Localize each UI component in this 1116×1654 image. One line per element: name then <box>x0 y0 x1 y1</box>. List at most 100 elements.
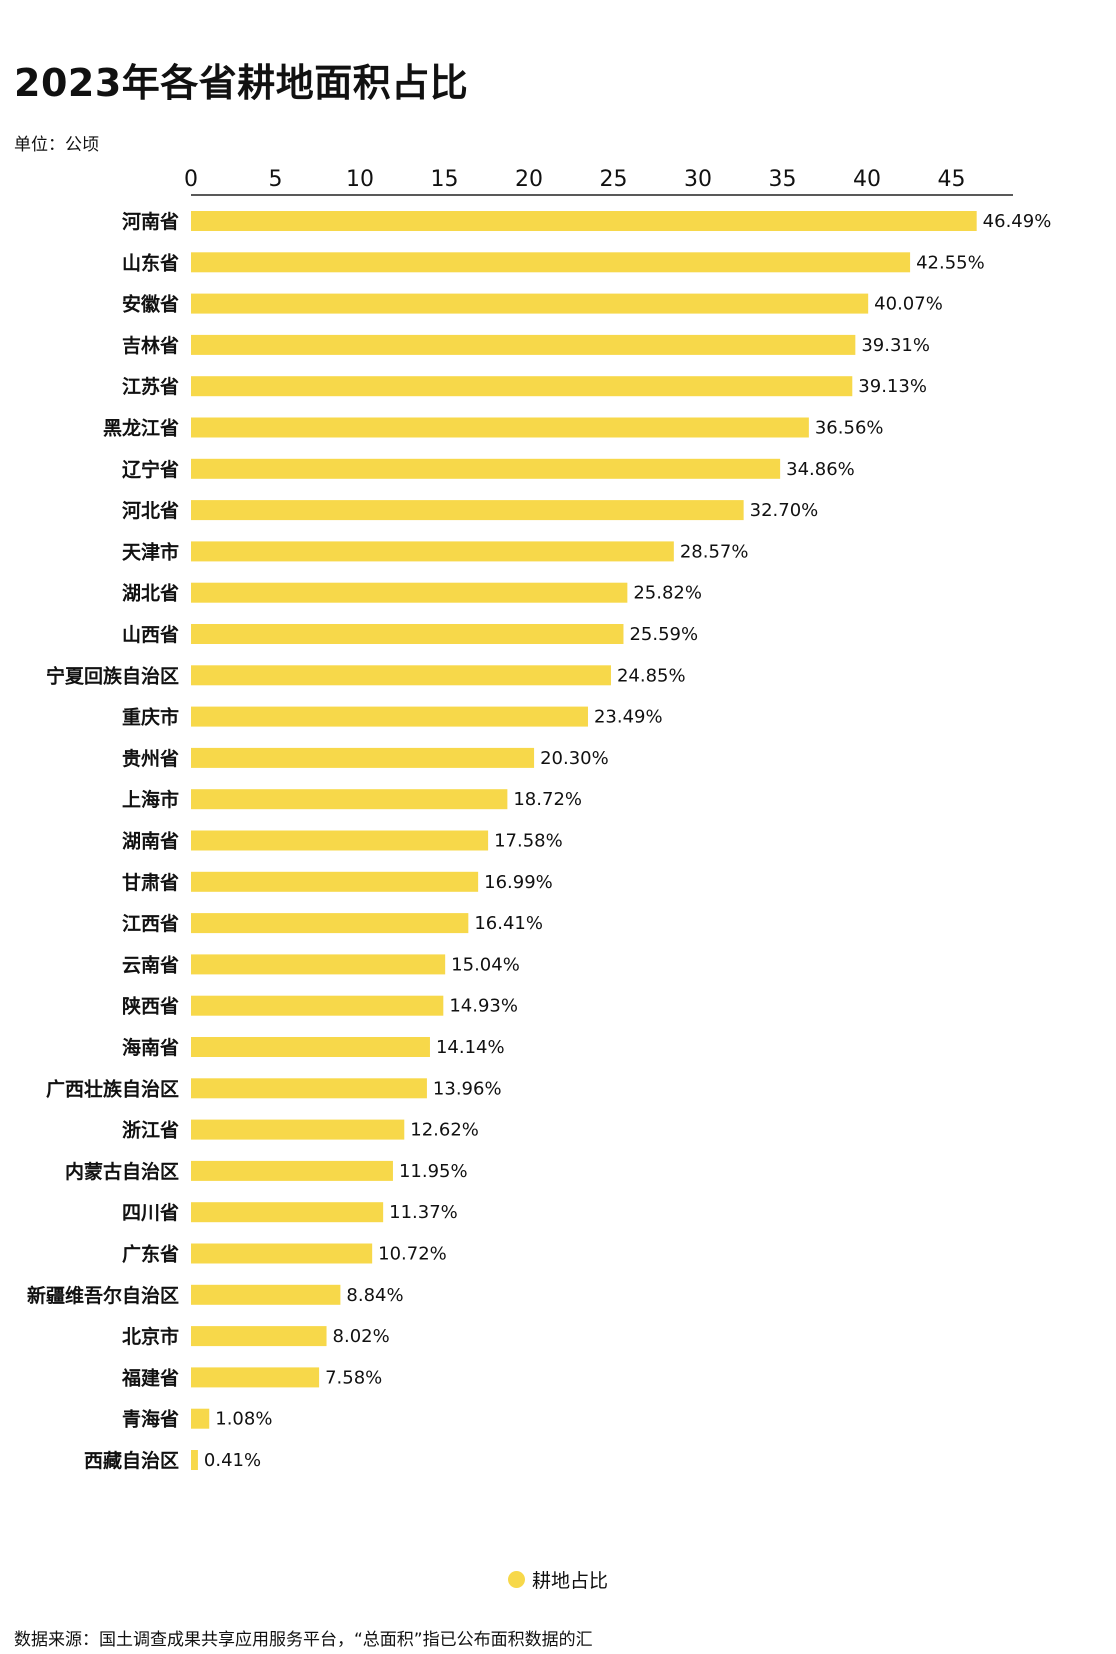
category-label: 内蒙古自治区 <box>65 1160 179 1183</box>
category-label: 河北省 <box>122 500 179 522</box>
bar <box>191 995 444 1016</box>
bar <box>191 541 674 562</box>
category-label: 湖北省 <box>122 583 179 605</box>
value-label: 32.70% <box>750 500 819 521</box>
category-label: 陕西省 <box>122 995 179 1018</box>
value-label: 39.31% <box>861 335 930 356</box>
value-label: 34.86% <box>786 459 855 480</box>
category-label: 湖南省 <box>122 831 179 853</box>
category-label: 安徽省 <box>122 293 179 316</box>
legend: 耕地占比 <box>0 1566 1116 1593</box>
bar <box>191 830 489 851</box>
bar <box>191 458 781 479</box>
bar <box>191 1037 430 1057</box>
source-note: 数据来源：国土调查成果共享应用服务平台，“总面积”指已公布面积数据的汇 <box>14 1630 593 1650</box>
category-label: 山东省 <box>122 251 179 274</box>
category-label: 宁夏回族自治区 <box>46 664 179 687</box>
x-tick-label: 40 <box>853 167 881 192</box>
category-label: 西藏自治区 <box>84 1449 179 1472</box>
category-label: 广西壮族自治区 <box>46 1077 179 1100</box>
value-label: 25.59% <box>629 624 698 645</box>
category-label: 上海市 <box>122 788 179 811</box>
x-tick-label: 15 <box>431 167 459 192</box>
bar <box>191 1284 341 1305</box>
x-tick-label: 5 <box>269 167 283 192</box>
value-label: 28.57% <box>680 541 749 562</box>
bar <box>191 500 744 521</box>
bar <box>191 1243 373 1264</box>
category-label: 广东省 <box>122 1243 179 1266</box>
legend-label: 耕地占比 <box>531 1570 608 1592</box>
bar <box>191 1326 327 1347</box>
bar <box>191 706 588 727</box>
value-label: 11.95% <box>399 1161 468 1182</box>
category-label: 吉林省 <box>122 334 179 357</box>
bars-group: 河南省 46.49% 山东省 42.55% 安徽省 40.07% 吉林省 39.31% 江苏省 3… <box>27 211 1051 1472</box>
x-tick-label: 10 <box>346 167 374 192</box>
value-label: 1.08% <box>215 1409 272 1430</box>
category-label: 重庆市 <box>122 706 179 729</box>
bar <box>191 913 469 934</box>
value-label: 18.72% <box>513 789 582 810</box>
value-label: 20.30% <box>540 748 609 769</box>
value-label: 10.72% <box>378 1244 447 1265</box>
bar <box>191 376 853 397</box>
value-label: 14.93% <box>449 996 518 1017</box>
value-label: 42.55% <box>916 252 985 273</box>
bar <box>191 1119 405 1140</box>
value-label: 23.49% <box>594 707 663 728</box>
bar <box>191 624 624 644</box>
x-tick-label: 25 <box>600 167 628 192</box>
value-label: 24.85% <box>617 665 686 686</box>
value-label: 8.02% <box>333 1326 390 1347</box>
value-label: 17.58% <box>494 831 563 852</box>
value-label: 39.13% <box>858 376 927 397</box>
value-label: 15.04% <box>451 954 520 975</box>
value-label: 16.41% <box>474 913 543 934</box>
category-label: 海南省 <box>122 1036 179 1059</box>
bar <box>191 1202 384 1223</box>
value-label: 13.96% <box>433 1078 502 1099</box>
value-label: 40.07% <box>874 294 943 315</box>
value-label: 7.58% <box>325 1367 382 1388</box>
bar <box>191 747 535 768</box>
value-label: 12.62% <box>410 1120 479 1141</box>
category-label: 河南省 <box>122 211 179 233</box>
category-label: 甘肃省 <box>122 871 179 894</box>
x-tick-label: 30 <box>684 167 712 192</box>
bar-chart: 0 5 10 15 20 25 30 35 40 45 河南省 46.49% 山东省 42.55% 安徽省… <box>27 167 1051 1472</box>
x-tick-label: 0 <box>184 167 198 192</box>
chart-title: 2023年各省耕地面积占比 <box>14 61 469 105</box>
category-label: 浙江省 <box>122 1119 179 1142</box>
bar <box>191 1367 320 1388</box>
category-label: 天津市 <box>122 540 179 563</box>
bar <box>191 211 977 231</box>
bar <box>191 252 911 273</box>
bar <box>191 789 508 810</box>
x-tick-label: 45 <box>938 167 966 192</box>
value-label: 0.41% <box>204 1450 261 1471</box>
category-label: 山西省 <box>122 624 179 646</box>
category-label: 新疆维吾尔自治区 <box>27 1284 179 1307</box>
category-label: 江西省 <box>122 913 179 935</box>
bar <box>191 582 628 603</box>
legend-swatch <box>507 1571 525 1588</box>
unit-label: 单位：公顷 <box>14 135 99 155</box>
bar <box>191 665 611 686</box>
bar <box>191 1078 427 1099</box>
category-label: 北京市 <box>122 1325 179 1348</box>
bar <box>191 954 446 975</box>
category-label: 辽宁省 <box>122 458 179 481</box>
value-label: 11.37% <box>389 1202 458 1223</box>
value-label: 25.82% <box>633 583 702 604</box>
value-label: 14.14% <box>436 1037 505 1058</box>
value-label: 36.56% <box>815 418 884 439</box>
bar <box>191 871 479 892</box>
value-label: 8.84% <box>346 1285 403 1306</box>
category-label: 江苏省 <box>122 375 179 398</box>
bar <box>191 1408 210 1429</box>
category-label: 云南省 <box>122 954 179 976</box>
category-label: 贵州省 <box>122 748 179 770</box>
category-label: 青海省 <box>122 1408 179 1431</box>
bar <box>191 1450 198 1470</box>
